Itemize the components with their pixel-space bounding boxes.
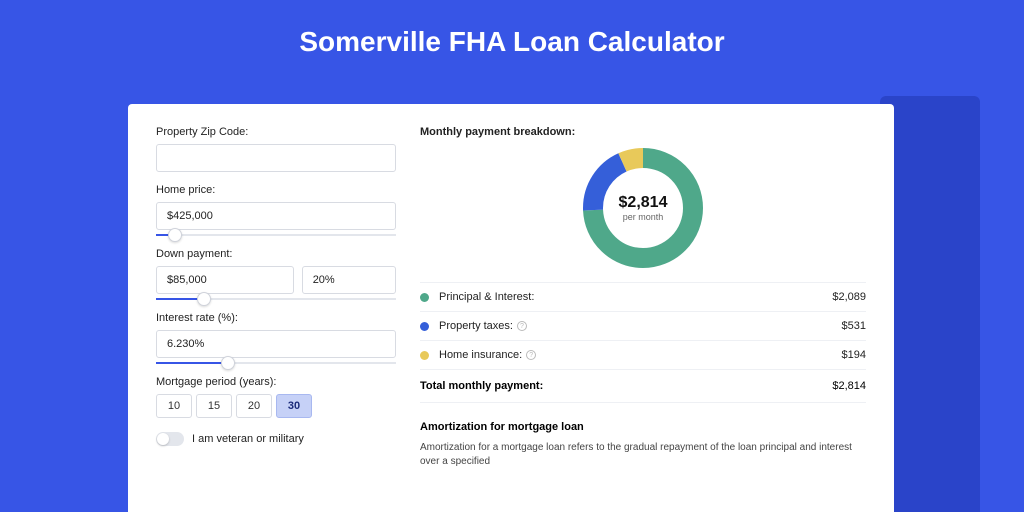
slider-knob[interactable] bbox=[221, 356, 235, 370]
card-shadow bbox=[880, 96, 980, 512]
rate-slider[interactable] bbox=[156, 362, 396, 364]
slider-knob[interactable] bbox=[197, 292, 211, 306]
price-field: Home price: bbox=[156, 184, 396, 236]
down-slider[interactable] bbox=[156, 298, 396, 300]
legend-row: Property taxes: ?$531 bbox=[420, 311, 866, 340]
price-slider[interactable] bbox=[156, 234, 396, 236]
rate-label: Interest rate (%): bbox=[156, 312, 396, 324]
slider-knob[interactable] bbox=[168, 228, 182, 242]
legend-label: Principal & Interest: bbox=[439, 291, 832, 303]
info-icon[interactable]: ? bbox=[526, 350, 536, 360]
donut-chart: $2,814 per month bbox=[583, 148, 703, 268]
breakdown-title: Monthly payment breakdown: bbox=[420, 126, 866, 138]
amortization-title: Amortization for mortgage loan bbox=[420, 421, 866, 433]
zip-input[interactable] bbox=[156, 144, 396, 172]
legend-label: Home insurance: ? bbox=[439, 349, 842, 361]
amortization-body: Amortization for a mortgage loan refers … bbox=[420, 441, 866, 469]
zip-label: Property Zip Code: bbox=[156, 126, 396, 138]
legend-dot bbox=[420, 322, 429, 331]
breakdown-column: Monthly payment breakdown: $2,814 per mo… bbox=[420, 126, 866, 490]
price-label: Home price: bbox=[156, 184, 396, 196]
legend-value: $194 bbox=[842, 349, 866, 361]
form-column: Property Zip Code: Home price: Down paym… bbox=[156, 126, 396, 490]
legend-dot bbox=[420, 351, 429, 360]
period-option-30[interactable]: 30 bbox=[276, 394, 312, 418]
info-icon[interactable]: ? bbox=[517, 321, 527, 331]
donut-amount: $2,814 bbox=[619, 194, 668, 212]
legend-row: Home insurance: ?$194 bbox=[420, 340, 866, 370]
price-input[interactable] bbox=[156, 202, 396, 230]
rate-input[interactable] bbox=[156, 330, 396, 358]
veteran-label: I am veteran or military bbox=[192, 433, 304, 445]
calculator-card: Property Zip Code: Home price: Down paym… bbox=[128, 104, 894, 512]
veteran-toggle[interactable] bbox=[156, 432, 184, 446]
period-label: Mortgage period (years): bbox=[156, 376, 396, 388]
period-option-20[interactable]: 20 bbox=[236, 394, 272, 418]
down-amount-input[interactable] bbox=[156, 266, 294, 294]
total-label: Total monthly payment: bbox=[420, 380, 832, 392]
legend-dot bbox=[420, 293, 429, 302]
legend-label: Property taxes: ? bbox=[439, 320, 842, 332]
veteran-row: I am veteran or military bbox=[156, 432, 396, 446]
toggle-knob bbox=[157, 433, 169, 445]
total-row: Total monthly payment: $2,814 bbox=[420, 370, 866, 403]
down-label: Down payment: bbox=[156, 248, 396, 260]
page-title: Somerville FHA Loan Calculator bbox=[0, 0, 1024, 76]
legend-value: $531 bbox=[842, 320, 866, 332]
legend-value: $2,089 bbox=[832, 291, 866, 303]
period-option-15[interactable]: 15 bbox=[196, 394, 232, 418]
legend-row: Principal & Interest:$2,089 bbox=[420, 282, 866, 311]
donut-sub: per month bbox=[623, 212, 664, 222]
period-field: Mortgage period (years): 10152030 bbox=[156, 376, 396, 418]
donut-chart-wrap: $2,814 per month bbox=[420, 148, 866, 268]
down-field: Down payment: bbox=[156, 248, 396, 300]
period-option-10[interactable]: 10 bbox=[156, 394, 192, 418]
total-value: $2,814 bbox=[832, 380, 866, 392]
zip-field: Property Zip Code: bbox=[156, 126, 396, 172]
down-pct-input[interactable] bbox=[302, 266, 396, 294]
rate-field: Interest rate (%): bbox=[156, 312, 396, 364]
